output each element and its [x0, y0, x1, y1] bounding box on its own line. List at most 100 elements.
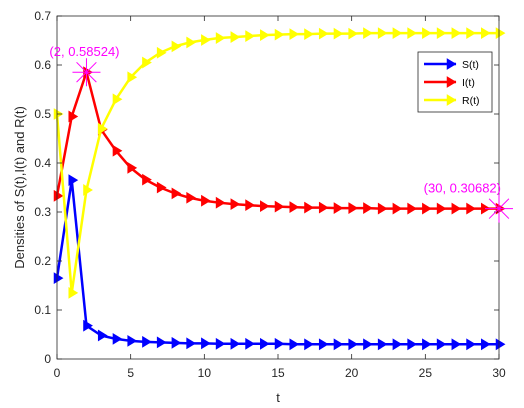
- data-point: [451, 202, 462, 215]
- data-point: [333, 338, 344, 351]
- legend-entry-0: S(t): [424, 58, 479, 71]
- y-tick-label: 0.4: [34, 156, 51, 170]
- data-point: [245, 199, 255, 212]
- annotation-marker: [76, 61, 97, 83]
- data-point: [171, 40, 182, 53]
- data-point: [436, 27, 447, 40]
- data-point: [363, 202, 373, 214]
- data-point: [466, 338, 476, 351]
- data-point: [127, 71, 138, 84]
- data-point: [274, 200, 285, 213]
- data-point: [289, 28, 300, 41]
- annotation-label: (2, 0.58524): [49, 44, 119, 59]
- data-point: [348, 338, 359, 351]
- data-point: [201, 34, 211, 46]
- data-point: [201, 194, 211, 207]
- data-point: [407, 27, 418, 40]
- legend-label: R(t): [462, 95, 480, 107]
- legend-swatch-marker: [446, 58, 457, 70]
- x-tick-label: 5: [127, 366, 134, 380]
- data-point: [68, 286, 79, 299]
- data-point: [392, 338, 403, 351]
- series-layer: [53, 27, 506, 351]
- data-point: [495, 338, 506, 351]
- legend-swatch-marker: [446, 94, 457, 106]
- y-tick-label: 0.7: [34, 9, 51, 23]
- data-point: [363, 338, 373, 351]
- data-point: [68, 174, 79, 187]
- data-point: [392, 27, 403, 40]
- data-point: [112, 93, 123, 106]
- annotation-1: (30, 0.30682): [424, 181, 513, 223]
- data-point: [230, 337, 241, 350]
- data-point: [230, 31, 241, 43]
- data-point: [245, 337, 255, 350]
- data-point: [481, 27, 491, 40]
- data-point: [215, 32, 226, 44]
- data-point: [318, 201, 329, 214]
- x-axis-label: t: [276, 390, 280, 405]
- x-tick-label: 15: [271, 366, 285, 380]
- data-point: [466, 202, 476, 215]
- data-point: [156, 336, 167, 349]
- data-point: [481, 338, 491, 351]
- x-tick-label: 30: [492, 366, 506, 380]
- legend-label: S(t): [462, 59, 479, 71]
- x-tick-label: 10: [198, 366, 212, 380]
- y-tick-label: 0: [44, 352, 51, 366]
- data-point: [422, 338, 432, 351]
- data-point: [318, 338, 329, 351]
- data-point: [260, 29, 270, 41]
- data-point: [186, 191, 197, 204]
- x-tick-label: 0: [54, 366, 61, 380]
- data-point: [83, 319, 93, 332]
- data-point: [377, 202, 388, 215]
- series-0: [53, 174, 506, 351]
- data-point: [289, 201, 300, 213]
- data-point: [274, 337, 285, 350]
- legend-entry-2: R(t): [424, 94, 480, 107]
- data-point: [407, 202, 418, 215]
- annotation-label: (30, 0.30682): [424, 181, 501, 196]
- legend-entry-1: I(t): [424, 76, 475, 89]
- data-point: [466, 27, 476, 40]
- data-point: [333, 202, 344, 214]
- data-point: [171, 336, 182, 349]
- data-point: [377, 338, 388, 351]
- data-point: [127, 162, 138, 174]
- data-point: [289, 338, 300, 351]
- data-point: [68, 110, 79, 123]
- series-1: [53, 66, 506, 215]
- data-point: [260, 337, 270, 350]
- data-point: [436, 202, 447, 215]
- y-axis-label: Densities of S(t),I(t) and R(t): [12, 106, 27, 269]
- y-tick-label: 0.1: [34, 303, 51, 317]
- data-point: [127, 334, 138, 347]
- data-point: [422, 27, 432, 40]
- data-point: [260, 200, 270, 213]
- data-point: [186, 36, 197, 49]
- x-tick-label: 20: [345, 366, 359, 380]
- data-point: [451, 27, 462, 40]
- data-point: [348, 27, 359, 40]
- data-point: [53, 189, 64, 202]
- annotation-marker: [488, 198, 510, 219]
- data-point: [156, 46, 167, 59]
- data-point: [142, 56, 152, 69]
- data-point: [422, 202, 432, 215]
- y-tick-label: 0.6: [34, 58, 51, 72]
- y-tick-label: 0.3: [34, 205, 51, 219]
- data-point: [245, 30, 255, 42]
- data-point: [363, 27, 373, 40]
- data-point: [333, 27, 344, 40]
- data-point: [112, 333, 123, 345]
- legend-swatch-marker: [446, 76, 457, 88]
- annotation-layer: (2, 0.58524) (30, 0.30682): [49, 44, 513, 223]
- data-point: [171, 187, 182, 200]
- data-point: [186, 337, 197, 350]
- data-point: [377, 27, 388, 40]
- legend: S(t) I(t) R(t): [417, 51, 493, 113]
- annotation-0: (2, 0.58524): [49, 44, 120, 87]
- y-tick-label: 0.5: [34, 107, 51, 121]
